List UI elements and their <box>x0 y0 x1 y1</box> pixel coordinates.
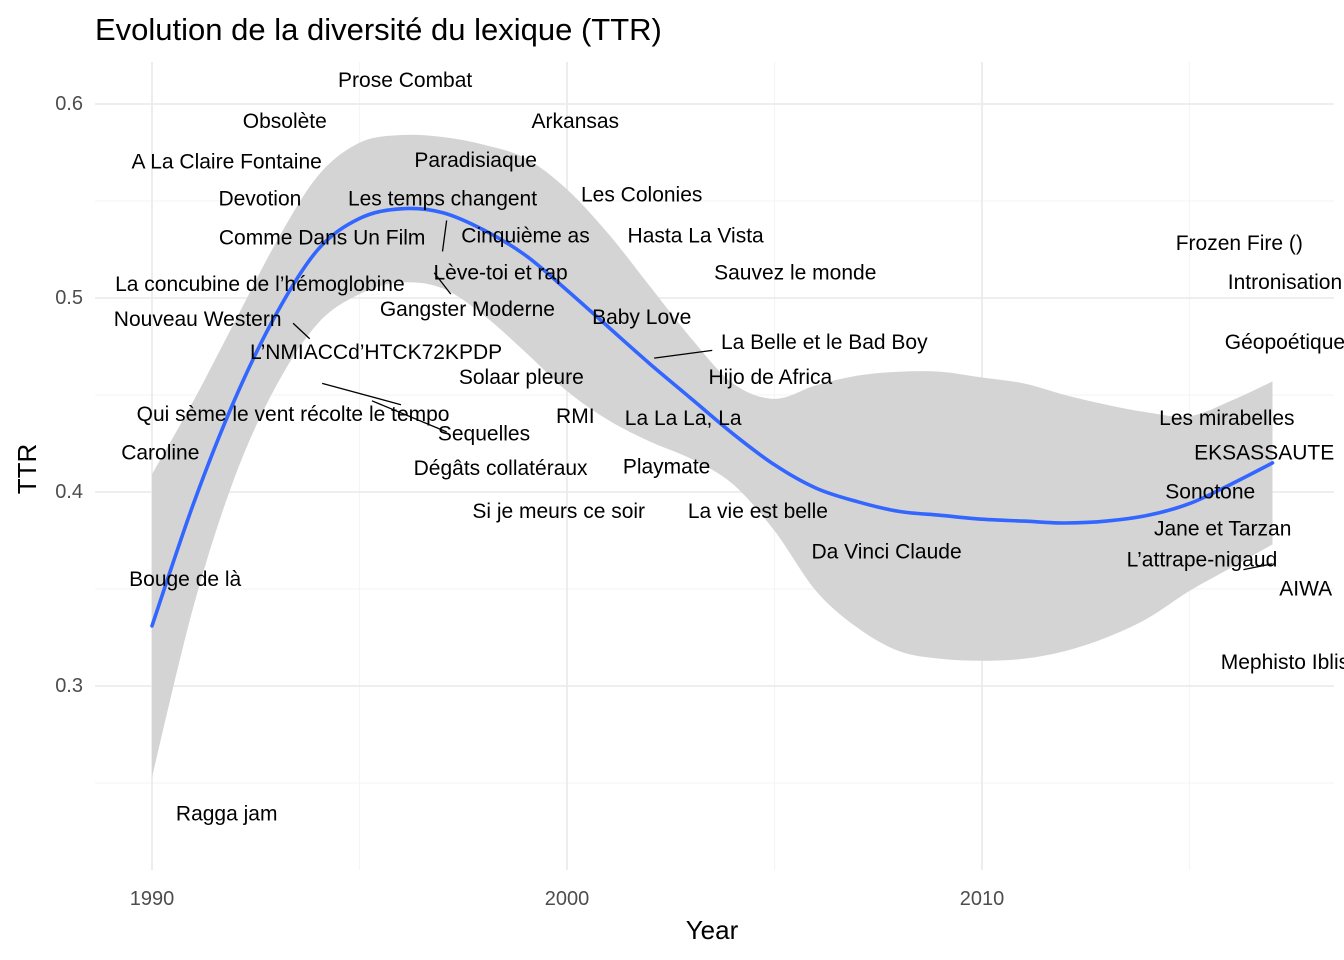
point-label: RMI <box>556 405 595 428</box>
point-label: Prose Combat <box>338 69 472 92</box>
point-label: Solaar pleure <box>459 366 584 389</box>
point-label: L’NMIACCd’HTCK72KPDP <box>250 341 502 364</box>
point-label: Si je meurs ce soir <box>472 500 645 523</box>
leader-line <box>321 382 402 406</box>
point-label: EKSASSAUTE <box>1194 442 1334 465</box>
y-tick-label: 0.5 <box>55 287 83 309</box>
point-label: La vie est belle <box>688 500 828 523</box>
point-label: Hasta La Vista <box>628 224 765 247</box>
x-axis-title: Year <box>686 915 739 945</box>
smooth-line-layer <box>150 206 1275 628</box>
point-label: L’attrape-nigaud <box>1127 548 1278 571</box>
point-label: Sonotone <box>1165 481 1255 504</box>
point-label: Dégâts collatéraux <box>414 457 588 480</box>
point-label: Caroline <box>121 442 199 465</box>
point-label: Les Colonies <box>581 184 702 207</box>
x-tick-label: 2010 <box>960 888 1005 910</box>
point-labels: Prose Combat Obsolète Arkansas A La Claire … <box>114 69 1344 825</box>
point-label: Mephisto Iblis <box>1221 651 1344 674</box>
leader-line <box>1243 563 1273 571</box>
y-axis-ticks: 0.3 0.4 0.5 0.6 <box>55 93 83 697</box>
point-label: Les mirabelles <box>1159 407 1294 430</box>
point-label: Les temps changent <box>348 188 537 211</box>
leader-lines <box>292 220 1273 571</box>
point-label: Paradisiaque <box>414 149 537 172</box>
point-label: Sauvez le monde <box>714 261 876 284</box>
point-label: Playmate <box>623 455 711 478</box>
point-label: Lève-toi et rap <box>433 261 567 284</box>
leader-line <box>371 400 447 433</box>
point-label: La La La, La <box>625 407 742 430</box>
smooth-line <box>150 206 1275 628</box>
point-label: Arkansas <box>532 110 620 133</box>
y-axis-title: TTR <box>12 444 42 495</box>
point-label: Da Vinci Claude <box>811 541 961 564</box>
point-label: A La Claire Fontaine <box>132 151 322 174</box>
point-label: La concubine de l’hémoglobine <box>115 273 405 296</box>
point-label: La Belle et le Bad Boy <box>721 331 928 354</box>
point-label: Jane et Tarzan <box>1154 517 1291 540</box>
point-label: Devotion <box>218 188 301 211</box>
chart-title: Evolution de la diversité du lexique (TT… <box>95 12 662 47</box>
point-label: Frozen Fire () <box>1176 232 1303 255</box>
point-label: Nouveau Western <box>114 308 282 331</box>
point-label: Gangster Moderne <box>380 298 555 321</box>
point-label: Cinquième as <box>461 224 589 247</box>
point-label: Intronisation <box>1228 271 1342 294</box>
point-label: Géopoétique <box>1225 331 1344 354</box>
y-tick-label: 0.6 <box>55 93 83 115</box>
confidence-band-layer <box>152 134 1273 778</box>
x-axis-ticks: 1990 2000 2010 <box>130 888 1005 910</box>
point-label: Bouge de là <box>129 568 241 591</box>
x-tick-label: 2000 <box>545 888 590 910</box>
leader-line <box>292 322 311 340</box>
leader-line <box>654 349 713 359</box>
point-label: Ragga jam <box>176 803 278 826</box>
point-label: Comme Dans Un Film <box>219 226 426 249</box>
point-label: Hijo de Africa <box>708 366 832 389</box>
y-tick-label: 0.3 <box>55 675 83 697</box>
x-tick-label: 1990 <box>130 888 175 910</box>
point-label: Qui sème le vent récolte le tempo <box>137 403 450 426</box>
point-label: Baby Love <box>592 306 691 329</box>
y-tick-label: 0.4 <box>55 481 83 503</box>
point-label: Sequelles <box>438 422 530 445</box>
leader-line <box>441 220 448 252</box>
confidence-band <box>152 134 1273 778</box>
point-label: AIWA <box>1279 578 1332 601</box>
point-label: Obsolète <box>243 110 327 133</box>
leader-line <box>433 272 452 295</box>
